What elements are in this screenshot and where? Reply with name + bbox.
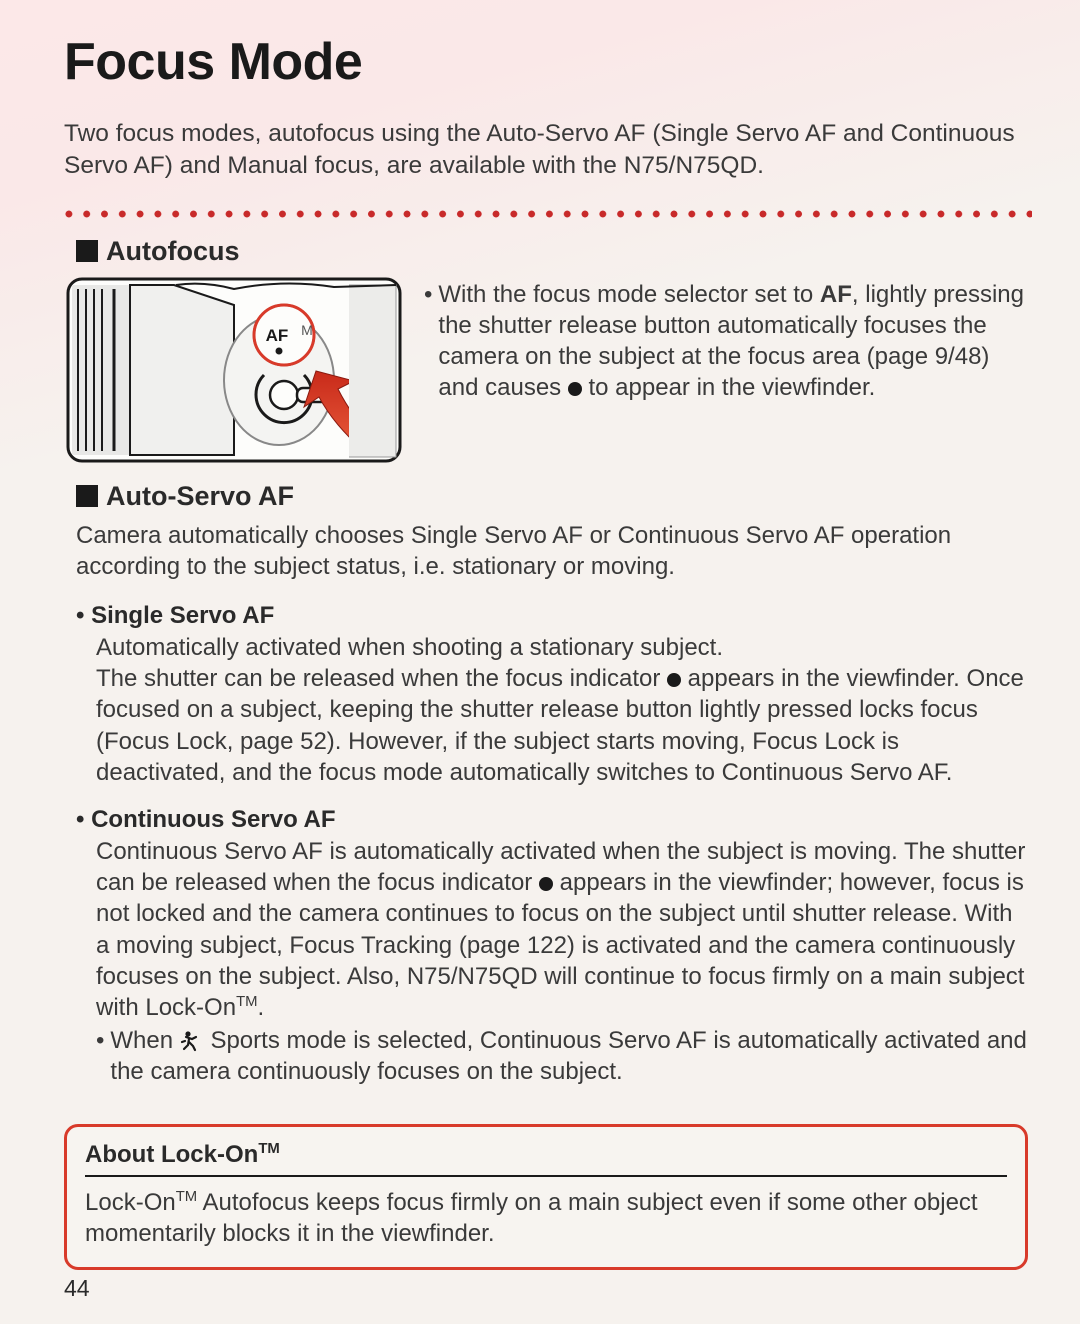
dotted-divider (60, 210, 1032, 218)
tm-mark: TM (176, 1189, 197, 1205)
autofocus-row: AF M • With the focus mode selector set … (64, 275, 1028, 465)
square-bullet-icon (76, 485, 98, 507)
af-label: AF (266, 326, 289, 345)
sports-mode-icon (180, 1030, 204, 1052)
bullet-icon: • (96, 1025, 104, 1087)
focus-dot-icon (539, 877, 553, 891)
tm-mark: TM (236, 994, 257, 1010)
lock-on-callout: About Lock-OnTM Lock-OnTM Autofocus keep… (64, 1124, 1028, 1270)
square-bullet-icon (76, 240, 98, 262)
focus-dot-icon (667, 673, 681, 687)
cs-body-end: . (258, 994, 265, 1021)
single-servo-title: Single Servo AF (76, 602, 1028, 630)
sports-note: • When Sports mode is selected, Continuo… (96, 1025, 1028, 1087)
single-servo-section: Single Servo AF Automatically activated … (76, 602, 1028, 788)
af-text-pre: With the focus mode selector set to (438, 281, 820, 308)
intro-paragraph: Two focus modes, autofocus using the Aut… (64, 118, 1028, 182)
callout-body-pre: Lock-On (85, 1189, 176, 1216)
callout-title: About Lock-OnTM (85, 1141, 1007, 1177)
single-servo-line1: Automatically activated when shooting a … (96, 634, 723, 661)
autofocus-heading-text: Autofocus (106, 236, 239, 267)
callout-body-post: Autofocus keeps focus firmly on a main s… (85, 1189, 978, 1247)
camera-af-diagram: AF M (64, 275, 404, 465)
bullet-icon: • (424, 279, 432, 404)
callout-body: Lock-OnTM Autofocus keeps focus firmly o… (85, 1187, 1007, 1249)
autoservo-description: Camera automatically chooses Single Serv… (76, 520, 1028, 582)
autofocus-description: • With the focus mode selector set to AF… (424, 275, 1028, 404)
autoservo-heading: Auto-Servo AF (76, 481, 1028, 512)
continuous-servo-title: Continuous Servo AF (76, 806, 1028, 834)
m-label: M (301, 322, 313, 338)
page-number: 44 (64, 1275, 90, 1302)
sports-pre: When (110, 1027, 179, 1054)
callout-title-pre: About Lock-On (85, 1141, 258, 1168)
single-servo-body: Automatically activated when shooting a … (96, 632, 1028, 788)
af-text-bold: AF (820, 281, 852, 308)
continuous-servo-body: Continuous Servo AF is automatically act… (96, 836, 1028, 1023)
autofocus-heading: Autofocus (76, 236, 1028, 267)
page-title: Focus Mode (64, 32, 1028, 92)
af-text-post2: to appear in the viewfinder. (582, 374, 876, 401)
continuous-servo-section: Continuous Servo AF Continuous Servo AF … (76, 806, 1028, 1088)
sports-post: Sports mode is selected, Continuous Serv… (110, 1027, 1026, 1085)
single-servo-line2-pre: The shutter can be released when the foc… (96, 665, 667, 692)
focus-dot-icon (568, 382, 582, 396)
tm-mark: TM (258, 1141, 279, 1157)
autoservo-heading-text: Auto-Servo AF (106, 481, 294, 512)
